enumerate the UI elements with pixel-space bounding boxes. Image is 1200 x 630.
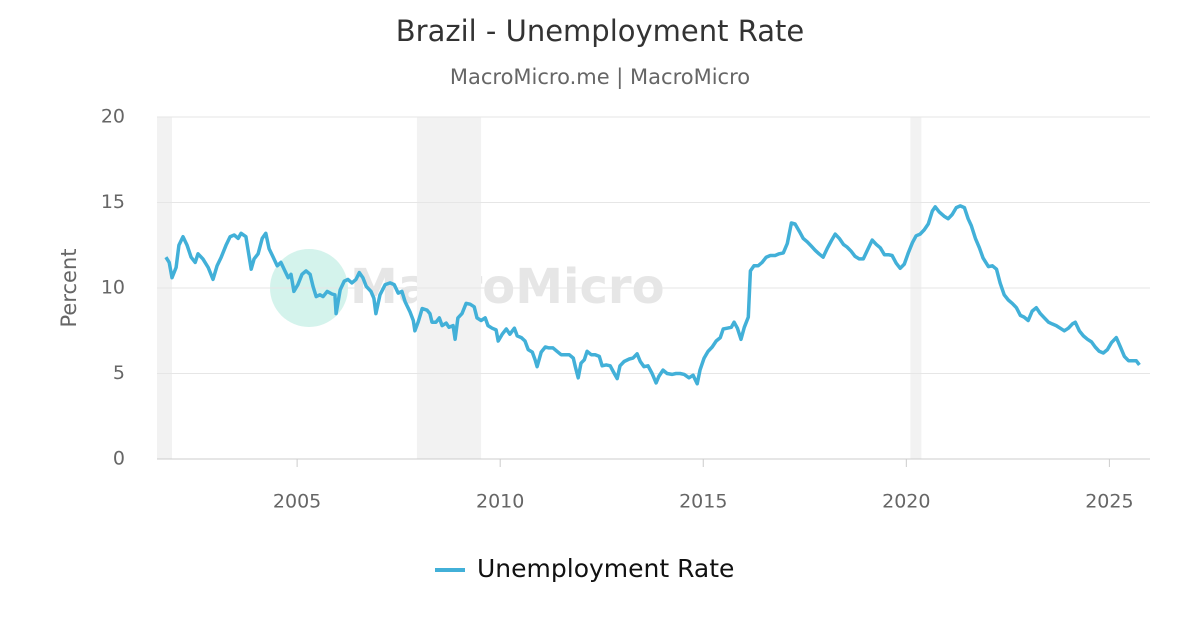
x-tick-label: 2005	[273, 491, 321, 513]
legend-label: Unemployment Rate	[477, 554, 734, 583]
chart-title: Brazil - Unemployment Rate	[396, 14, 804, 48]
x-tick-label: 2010	[476, 491, 524, 513]
y-axis-label: Percent	[57, 248, 81, 327]
y-tick-label: 0	[113, 448, 125, 470]
y-tick-label: 20	[101, 106, 125, 128]
y-tick-label: 10	[101, 277, 125, 299]
x-tick-label: 2015	[679, 491, 727, 513]
y-tick-label: 15	[101, 191, 125, 213]
y-tick-label: 5	[113, 362, 125, 384]
x-tick-label: 2025	[1085, 491, 1133, 513]
data-line	[164, 204, 1141, 386]
x-tick-label: 2020	[882, 491, 930, 513]
chart-subtitle: MacroMicro.me | MacroMicro	[450, 65, 750, 90]
watermark: MacroMicro	[350, 259, 665, 315]
